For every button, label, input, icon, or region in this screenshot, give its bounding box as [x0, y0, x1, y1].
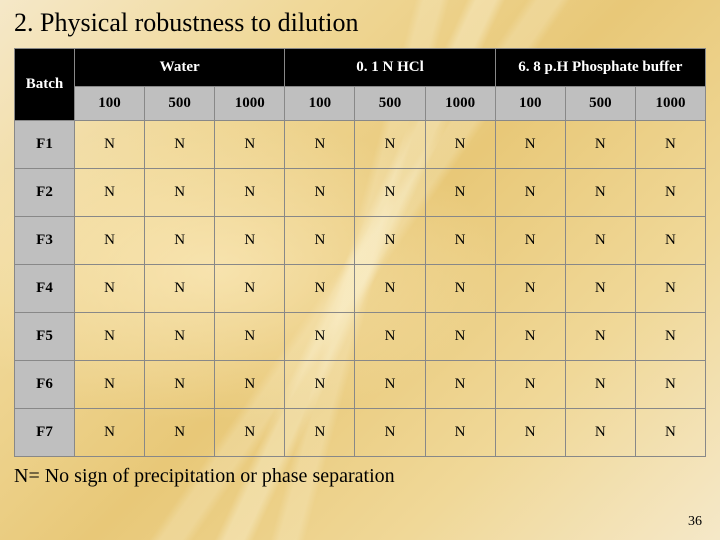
table-cell: N — [215, 313, 285, 361]
table-cell: N — [285, 217, 355, 265]
table-row: F6NNNNNNNNN — [15, 361, 706, 409]
table-cell: N — [495, 409, 565, 457]
table-cell: N — [75, 169, 145, 217]
table-cell: N — [425, 265, 495, 313]
table-cell: N — [215, 169, 285, 217]
table-cell: N — [215, 361, 285, 409]
row-label: F5 — [15, 313, 75, 361]
subheader: 100 — [75, 87, 145, 121]
table-cell: N — [495, 361, 565, 409]
table-cell: N — [565, 217, 635, 265]
table-cell: N — [425, 313, 495, 361]
group-header: 6. 8 p.H Phosphate buffer — [495, 49, 705, 87]
table-cell: N — [215, 217, 285, 265]
footnote: N= No sign of precipitation or phase sep… — [14, 465, 706, 488]
table-cell: N — [635, 169, 705, 217]
subheader: 500 — [565, 87, 635, 121]
row-label: F4 — [15, 265, 75, 313]
table-cell: N — [425, 217, 495, 265]
table-header-row: Batch Water 0. 1 N HCl 6. 8 p.H Phosphat… — [15, 49, 706, 87]
table-cell: N — [145, 313, 215, 361]
table-row: F1NNNNNNNNN — [15, 121, 706, 169]
table-cell: N — [355, 361, 425, 409]
row-label: F1 — [15, 121, 75, 169]
table-row: F2NNNNNNNNN — [15, 169, 706, 217]
table-cell: N — [285, 409, 355, 457]
table-cell: N — [355, 265, 425, 313]
table-row: F7NNNNNNNNN — [15, 409, 706, 457]
table-cell: N — [355, 217, 425, 265]
table-cell: N — [145, 217, 215, 265]
corner-header: Batch — [15, 49, 75, 121]
subheader: 500 — [145, 87, 215, 121]
table-cell: N — [425, 121, 495, 169]
table-cell: N — [495, 265, 565, 313]
table-cell: N — [495, 217, 565, 265]
table-cell: N — [565, 313, 635, 361]
table-cell: N — [215, 265, 285, 313]
table-cell: N — [75, 217, 145, 265]
table-cell: N — [635, 265, 705, 313]
table-cell: N — [75, 409, 145, 457]
table-cell: N — [425, 361, 495, 409]
subheader: 1000 — [635, 87, 705, 121]
table-cell: N — [425, 169, 495, 217]
group-header: Water — [75, 49, 285, 87]
table-cell: N — [565, 409, 635, 457]
table-cell: N — [145, 265, 215, 313]
table-cell: N — [145, 169, 215, 217]
row-label: F3 — [15, 217, 75, 265]
table-cell: N — [145, 361, 215, 409]
subheader: 1000 — [425, 87, 495, 121]
row-label: F2 — [15, 169, 75, 217]
table-row: F5NNNNNNNNN — [15, 313, 706, 361]
table-cell: N — [285, 313, 355, 361]
table-cell: N — [355, 121, 425, 169]
table-cell: N — [635, 217, 705, 265]
table-cell: N — [215, 409, 285, 457]
row-label: F7 — [15, 409, 75, 457]
table-cell: N — [565, 361, 635, 409]
table-cell: N — [75, 313, 145, 361]
table-cell: N — [565, 169, 635, 217]
table-row: F3NNNNNNNNN — [15, 217, 706, 265]
table-cell: N — [355, 313, 425, 361]
group-header: 0. 1 N HCl — [285, 49, 495, 87]
table-cell: N — [495, 313, 565, 361]
dilution-table: Batch Water 0. 1 N HCl 6. 8 p.H Phosphat… — [14, 48, 706, 457]
table-cell: N — [495, 169, 565, 217]
row-label: F6 — [15, 361, 75, 409]
table-subheader-row: 100 500 1000 100 500 1000 100 500 1000 — [15, 87, 706, 121]
table-cell: N — [285, 265, 355, 313]
subheader: 500 — [355, 87, 425, 121]
table-cell: N — [215, 121, 285, 169]
table-cell: N — [635, 409, 705, 457]
table-row: F4NNNNNNNNN — [15, 265, 706, 313]
subheader: 1000 — [215, 87, 285, 121]
table-cell: N — [355, 169, 425, 217]
table-cell: N — [75, 361, 145, 409]
table-cell: N — [285, 169, 355, 217]
table-cell: N — [635, 313, 705, 361]
table-cell: N — [145, 409, 215, 457]
table-cell: N — [425, 409, 495, 457]
table-cell: N — [635, 361, 705, 409]
table-cell: N — [285, 121, 355, 169]
subheader: 100 — [285, 87, 355, 121]
table-cell: N — [75, 121, 145, 169]
subheader: 100 — [495, 87, 565, 121]
slide-number: 36 — [688, 514, 702, 530]
table-cell: N — [145, 121, 215, 169]
table-cell: N — [75, 265, 145, 313]
slide-title: 2. Physical robustness to dilution — [14, 8, 706, 38]
table-cell: N — [285, 361, 355, 409]
table-cell: N — [495, 121, 565, 169]
table-cell: N — [635, 121, 705, 169]
table-cell: N — [565, 265, 635, 313]
table-cell: N — [355, 409, 425, 457]
table-cell: N — [565, 121, 635, 169]
